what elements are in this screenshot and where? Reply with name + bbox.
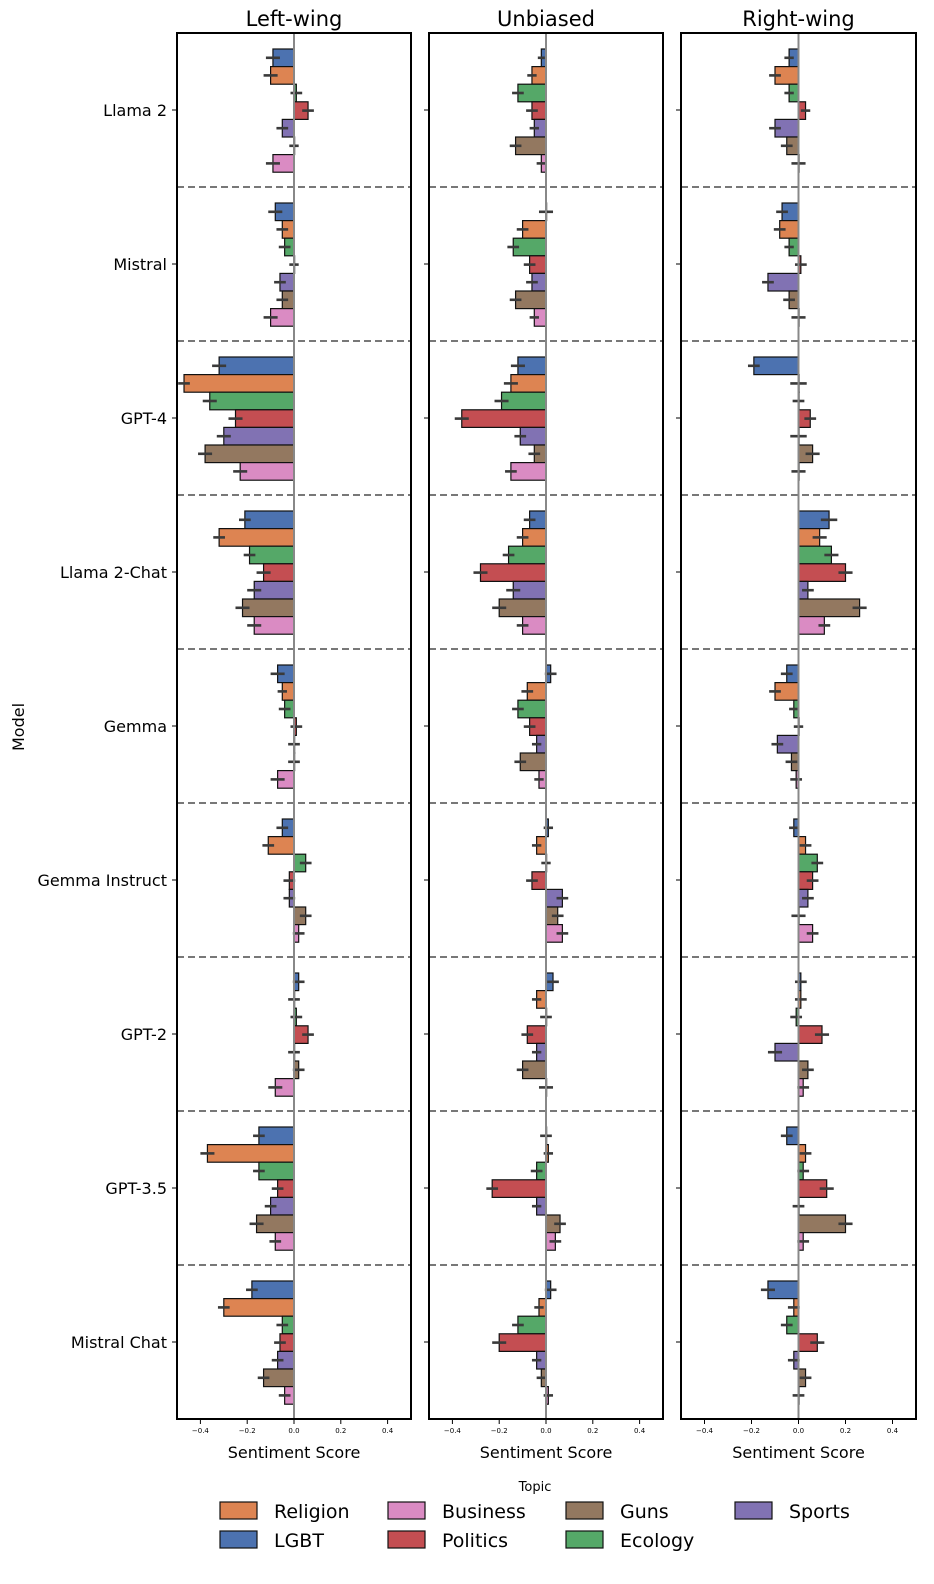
legend-label-guns: Guns xyxy=(620,1501,669,1523)
legend-swatch-religion xyxy=(219,1501,258,1520)
legend-label-politics: Politics xyxy=(442,1530,508,1552)
x-axis-label: Sentiment Score xyxy=(732,1443,865,1462)
x-tick-label: 0.2 xyxy=(840,1427,851,1435)
x-axis-label: Sentiment Score xyxy=(228,1443,361,1462)
x-tick-label: 0.0 xyxy=(793,1427,804,1435)
bar-right-wing-llama-2-chat-guns xyxy=(797,598,861,618)
panel-title-unbiased: Unbiased xyxy=(497,7,595,31)
y-tick-label-llama-2: Llama 2 xyxy=(103,101,167,120)
y-tick-label-gpt-2: GPT-2 xyxy=(121,1025,167,1044)
legend-swatch-lgbt xyxy=(219,1530,258,1549)
x-tick-label: 0.0 xyxy=(288,1427,299,1435)
bar-unbiased-gpt-4-politics xyxy=(461,409,547,428)
x-tick-label: 0.2 xyxy=(587,1427,598,1435)
bar-left-wing-gpt-4-lgbt xyxy=(218,356,295,376)
y-axis-label: Model xyxy=(9,703,28,751)
bar-left-wing-gpt-4-guns xyxy=(204,444,295,464)
x-tick-label: 0.4 xyxy=(382,1427,394,1435)
bar-left-wing-mistral-chat-religion xyxy=(223,1297,295,1317)
legend-swatch-business xyxy=(387,1501,426,1520)
y-tick-label-gpt-4: GPT-4 xyxy=(121,409,167,428)
bar-unbiased-llama-2-chat-politics xyxy=(479,563,547,582)
y-tick-label-mistral-chat: Mistral Chat xyxy=(71,1333,167,1352)
x-tick-label: 0.0 xyxy=(540,1427,551,1435)
y-tick-label-gemma: Gemma xyxy=(104,717,167,736)
bar-left-wing-mistral-chat-lgbt xyxy=(251,1280,295,1300)
legend-label-sports: Sports xyxy=(789,1501,850,1523)
x-tick-label: 0.4 xyxy=(887,1427,899,1435)
x-axis-label: Sentiment Score xyxy=(480,1443,613,1462)
bar-left-wing-gpt-4-sports xyxy=(223,426,295,446)
y-tick-label-gpt-3-5: GPT-3.5 xyxy=(105,1179,167,1198)
legend-label-business: Business xyxy=(442,1501,526,1523)
legend-swatch-politics xyxy=(387,1530,426,1549)
x-tick-label: −0.4 xyxy=(696,1427,714,1435)
bar-left-wing-gpt-3-5-religion xyxy=(206,1143,295,1163)
x-tick-label: 0.4 xyxy=(634,1427,646,1435)
legend-swatch-guns xyxy=(565,1501,604,1520)
legend-swatch-sports xyxy=(734,1501,773,1520)
panel-title-left-wing: Left-wing xyxy=(246,7,343,31)
legend-title: Topic xyxy=(518,1480,552,1495)
legend-swatch-ecology xyxy=(565,1530,604,1549)
legend-label-lgbt: LGBT xyxy=(274,1530,324,1552)
x-tick-label: −0.4 xyxy=(192,1427,210,1435)
bar-left-wing-gpt-4-religion xyxy=(183,374,295,393)
x-tick-label: 0.2 xyxy=(335,1427,346,1435)
legend-label-ecology: Ecology xyxy=(620,1530,694,1552)
x-tick-label: −0.4 xyxy=(444,1427,462,1435)
legend-label-religion: Religion xyxy=(274,1501,350,1523)
bar-unbiased-gpt-3-5-politics xyxy=(491,1179,547,1199)
panel-title-right-wing: Right-wing xyxy=(742,7,855,31)
bar-left-wing-llama-2-chat-lgbt xyxy=(244,510,295,530)
bar-left-wing-gpt-4-business xyxy=(239,462,295,481)
y-tick-label-llama-2-chat: Llama 2-Chat xyxy=(60,563,167,582)
x-tick-label: −0.2 xyxy=(491,1427,508,1435)
bar-left-wing-gpt-4-politics xyxy=(234,409,295,428)
bar-left-wing-llama-2-chat-religion xyxy=(218,527,295,547)
y-tick-label-gemma-instruct: Gemma Instruct xyxy=(37,871,167,890)
bar-left-wing-gpt-4-ecology xyxy=(209,391,295,411)
x-tick-label: −0.2 xyxy=(743,1427,760,1435)
bar-left-wing-llama-2-chat-ecology xyxy=(248,545,295,565)
y-tick-label-mistral: Mistral xyxy=(113,255,167,274)
bar-left-wing-llama-2-chat-guns xyxy=(241,598,295,618)
bar-right-wing-gpt-4-lgbt xyxy=(753,356,800,376)
x-tick-label: −0.2 xyxy=(239,1427,256,1435)
